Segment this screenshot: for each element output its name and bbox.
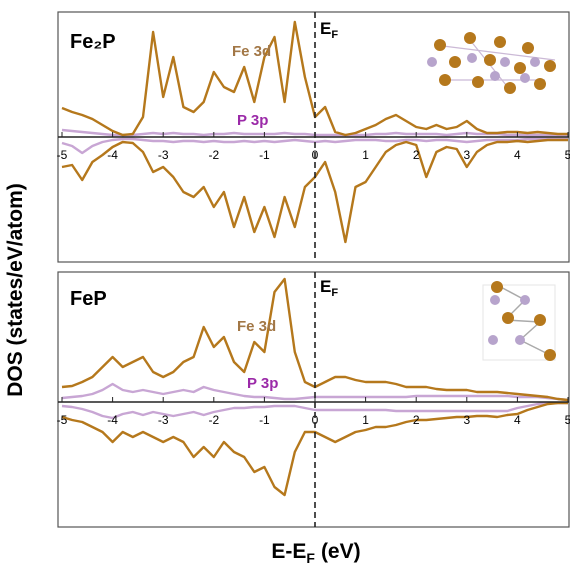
crystal-icon — [427, 32, 556, 94]
y-axis-label: DOS (states/eV/atom) — [4, 183, 27, 397]
x-tick-label: 3 — [463, 148, 470, 162]
x-label-unit: (eV) — [321, 540, 361, 563]
x-tick-label: -3 — [158, 413, 169, 427]
x-tick-label: 4 — [514, 413, 521, 427]
series-label: Fe 3d — [237, 318, 276, 335]
x-tick-label: 4 — [514, 148, 521, 162]
x-tick-label: 5 — [565, 413, 570, 427]
fermi-main: E — [320, 277, 331, 296]
x-axis-label: E-EF (eV) — [271, 540, 360, 566]
x-tick-label: -5 — [57, 148, 68, 162]
fermi-label: EF — [320, 19, 338, 41]
panel-title: FeP — [70, 288, 107, 310]
x-tick-label: -4 — [107, 413, 118, 427]
x-tick-label: -2 — [208, 413, 219, 427]
panel-frame — [58, 272, 569, 527]
x-tick-label: 5 — [565, 148, 570, 162]
x-label-sub: F — [306, 550, 315, 566]
x-tick-label: -4 — [107, 148, 118, 162]
x-tick-label: 1 — [362, 148, 369, 162]
x-tick-label: -5 — [57, 413, 68, 427]
fermi-sub: F — [331, 287, 338, 299]
series-label: P 3p — [247, 375, 278, 392]
x-tick-label: 1 — [362, 413, 369, 427]
x-tick-label: 3 — [463, 413, 470, 427]
series-label: P 3p — [237, 112, 268, 129]
x-tick-label: -1 — [259, 413, 270, 427]
figure: P 3pFe 3d-5-4-3-2-1012345P 3pFe 3d-5-4-3… — [0, 0, 570, 571]
series-label: Fe 3d — [232, 43, 271, 60]
x-label-main: E-E — [271, 540, 306, 563]
fermi-label: EF — [320, 277, 338, 299]
fermi-main: E — [320, 19, 331, 38]
panel-title: Fe₂P — [70, 31, 116, 53]
fermi-sub: F — [331, 29, 338, 41]
x-tick-label: -2 — [208, 148, 219, 162]
x-tick-label: 2 — [413, 148, 420, 162]
x-tick-label: -1 — [259, 148, 270, 162]
crystal-icon — [483, 281, 556, 361]
x-tick-label: 2 — [413, 413, 420, 427]
x-tick-label: -3 — [158, 148, 169, 162]
